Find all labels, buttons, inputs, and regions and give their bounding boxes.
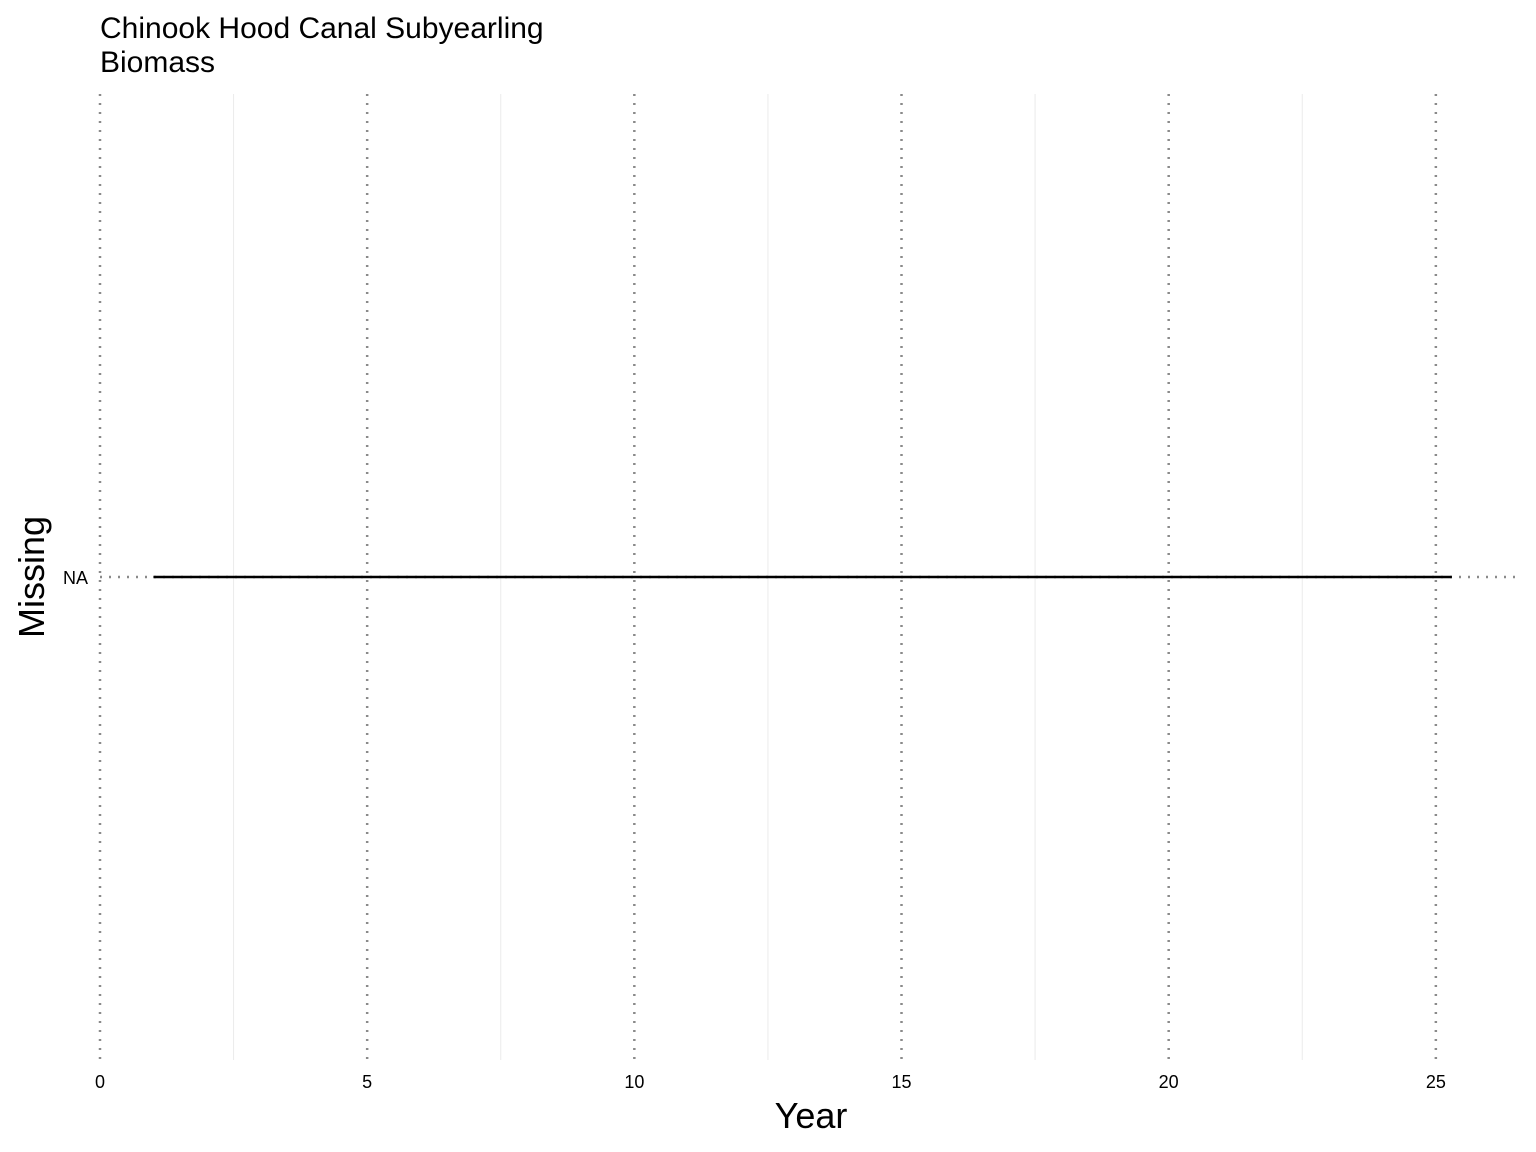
x-tick-label: 5 (362, 1072, 372, 1092)
x-axis-title: Year (775, 1095, 848, 1136)
y-axis-title: Missing (11, 516, 52, 638)
x-tick-label: 10 (624, 1072, 644, 1092)
x-axis-ticks: 0 5 10 15 20 25 (95, 1072, 1446, 1092)
y-tick-label: NA (63, 568, 88, 588)
chart-title-line-2: Biomass (100, 46, 215, 79)
x-tick-label: 0 (95, 1072, 105, 1092)
x-tick-label: 25 (1426, 1072, 1446, 1092)
chart-title-line-1: Chinook Hood Canal Subyearling (100, 12, 544, 45)
y-axis-ticks: NA (63, 568, 88, 588)
x-tick-label: 20 (1159, 1072, 1179, 1092)
x-tick-label: 15 (891, 1072, 911, 1092)
